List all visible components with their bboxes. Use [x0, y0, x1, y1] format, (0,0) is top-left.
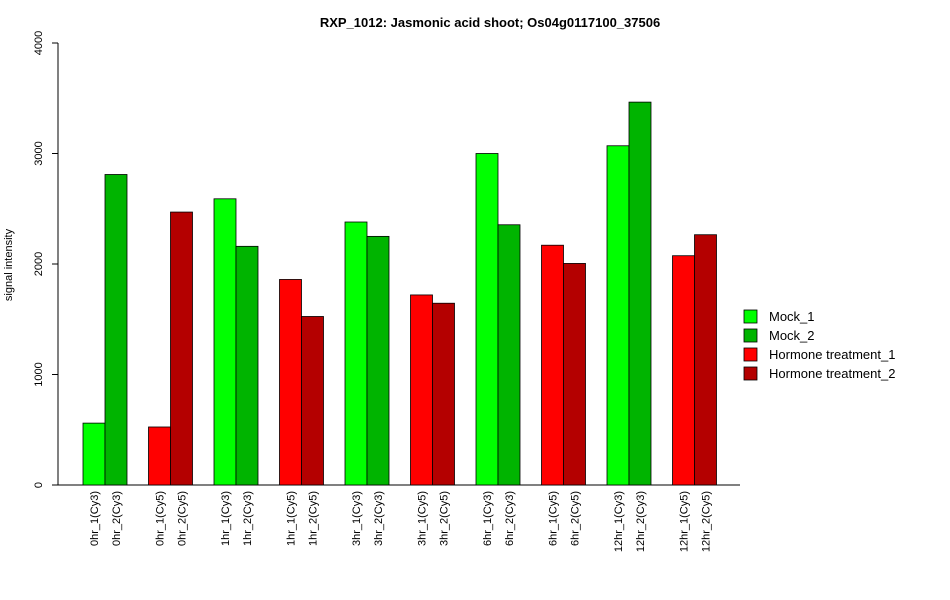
bar [213, 198, 237, 486]
x-tick-label: 1hr_2(Cy5) [308, 491, 320, 546]
bar [694, 234, 717, 486]
x-tick-label: 1hr_1(Cy3) [220, 491, 232, 546]
x-tick-label: 3hr_2(Cy3) [373, 491, 385, 546]
x-tick-label: 0hr_1(Cy3) [89, 491, 101, 546]
legend-swatch [743, 347, 758, 362]
bar [672, 255, 695, 486]
x-tick-label: 3hr_1(Cy5) [417, 491, 429, 546]
x-tick-label: 1hr_1(Cy5) [286, 491, 298, 546]
x-tick-label: 12hr_1(Cy5) [679, 491, 691, 552]
bar [475, 153, 499, 486]
x-tick-label: 6hr_1(Cy3) [482, 491, 494, 546]
x-tick-label: 0hr_1(Cy5) [155, 491, 167, 546]
legend-label: Mock_2 [769, 328, 815, 343]
y-tick-label: 2000 [33, 252, 45, 276]
y-tick-label: 1000 [33, 362, 45, 386]
x-tick-label: 12hr_2(Cy3) [635, 491, 647, 552]
legend-swatch [743, 328, 758, 343]
bar [301, 316, 324, 486]
bar [104, 174, 128, 486]
x-tick-label: 6hr_2(Cy5) [570, 491, 582, 546]
chart-title: RXP_1012: Jasmonic acid shoot; Os04g0117… [320, 15, 660, 30]
x-tick-label: 1hr_2(Cy3) [242, 491, 254, 546]
x-tick-label: 6hr_2(Cy3) [504, 491, 516, 546]
bar [279, 279, 302, 486]
legend-label: Mock_1 [769, 309, 815, 324]
bar [366, 235, 390, 486]
x-tick-label: 3hr_1(Cy3) [351, 491, 363, 546]
legend-label: Hormone treatment_2 [769, 366, 895, 381]
legend-label: Hormone treatment_1 [769, 347, 895, 362]
bar [170, 211, 193, 486]
x-tick-label: 0hr_2(Cy5) [177, 491, 189, 546]
bar [410, 294, 433, 486]
legend-swatch [743, 366, 758, 381]
bar [541, 244, 564, 486]
bar [563, 263, 586, 486]
y-tick-label: 0 [33, 482, 45, 488]
y-axis-label: signal intensity [3, 228, 15, 301]
bar [606, 145, 630, 486]
bar [344, 221, 368, 486]
bar [432, 302, 455, 486]
y-tick-label: 3000 [33, 141, 45, 165]
x-tick-label: 3hr_2(Cy5) [439, 491, 451, 546]
x-tick-label: 6hr_1(Cy5) [548, 491, 560, 546]
x-tick-label: 12hr_1(Cy3) [613, 491, 625, 552]
bar [148, 426, 171, 486]
bar [235, 245, 259, 486]
bar [82, 422, 106, 486]
bar [628, 101, 652, 486]
legend-swatch [743, 309, 758, 324]
x-tick-label: 0hr_2(Cy3) [111, 491, 123, 546]
x-tick-label: 12hr_2(Cy5) [701, 491, 713, 552]
y-tick-label: 4000 [33, 31, 45, 55]
bar [497, 224, 521, 486]
